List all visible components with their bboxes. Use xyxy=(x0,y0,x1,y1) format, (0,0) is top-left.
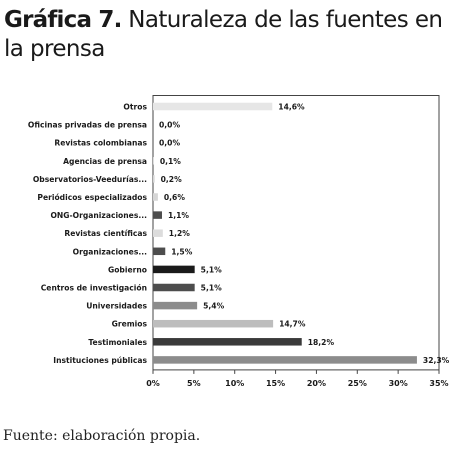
x-tick-label: 10% xyxy=(225,379,244,388)
category-label: Periódicos especializados xyxy=(37,193,147,202)
data-label: 1,2% xyxy=(169,229,190,238)
data-label: 32,3% xyxy=(423,356,450,365)
bar xyxy=(153,102,273,111)
data-label: 0,6% xyxy=(164,193,185,202)
bar xyxy=(153,157,154,165)
category-label: Otros xyxy=(123,103,147,112)
category-label: Testimoniales xyxy=(88,338,147,347)
data-label: 18,2% xyxy=(308,338,335,347)
x-tick-label: 5% xyxy=(187,379,201,388)
bar xyxy=(153,283,195,292)
chart-title: Gráfica 7. Naturaleza de las fuentes en … xyxy=(4,6,444,64)
data-label: 0,2% xyxy=(161,175,182,184)
data-label: 1,5% xyxy=(171,247,192,256)
category-label: Centros de investigación xyxy=(41,284,147,293)
category-label: Agencias de prensa xyxy=(63,157,147,166)
x-tick-label: 30% xyxy=(389,379,408,388)
data-label: 14,6% xyxy=(278,103,305,112)
x-tick-label: 25% xyxy=(348,379,367,388)
category-label: Revistas colombianas xyxy=(54,139,147,148)
category-label: Oficinas privadas de prensa xyxy=(28,121,147,130)
bar xyxy=(153,193,158,201)
bar xyxy=(153,211,162,219)
bar xyxy=(153,265,195,274)
x-tick-label: 35% xyxy=(429,379,448,388)
bar xyxy=(153,247,166,256)
category-label: ONG-Organizaciones... xyxy=(50,211,147,220)
data-label: 0,1% xyxy=(160,157,181,166)
bar xyxy=(153,338,302,346)
data-label: 0,0% xyxy=(159,121,180,130)
data-label: 5,1% xyxy=(201,284,222,293)
data-label: 14,7% xyxy=(279,320,306,329)
category-label: Instituciones públicas xyxy=(53,356,147,365)
data-label: 5,4% xyxy=(203,302,224,311)
category-label: Organizaciones... xyxy=(73,247,147,256)
chart-title-text: Naturaleza de las fuentes en la prensa xyxy=(4,7,443,62)
chart-title-number: Gráfica 7. xyxy=(4,7,122,33)
bar xyxy=(153,356,417,364)
bar-chart: 0% 5% 10% 15% 20% 25% 30% 35% Otros 14,6% Oficinas… xyxy=(0,95,451,400)
category-label: Gobierno xyxy=(108,265,147,274)
category-label: Revistas científicas xyxy=(64,229,147,238)
plot-area-frame xyxy=(152,95,440,371)
x-tick-label: 0% xyxy=(146,379,160,388)
x-tick-label: 20% xyxy=(307,379,326,388)
data-label: 0,0% xyxy=(159,139,180,148)
source-note: Fuente: elaboración propia. xyxy=(3,428,201,444)
data-label: 1,1% xyxy=(168,211,189,220)
category-label: Gremios xyxy=(112,320,148,329)
bar xyxy=(153,319,274,328)
bar-chart-svg: 0% 5% 10% 15% 20% 25% 30% 35% Otros 14,6% Oficinas… xyxy=(28,95,450,388)
bar xyxy=(153,229,163,237)
category-label: Universidades xyxy=(86,302,147,311)
data-label: 5,1% xyxy=(201,265,222,274)
x-tick-label: 15% xyxy=(266,379,285,388)
bar xyxy=(153,301,198,310)
category-label: Observatorios-Veedurías... xyxy=(33,175,147,184)
bar xyxy=(153,175,155,183)
